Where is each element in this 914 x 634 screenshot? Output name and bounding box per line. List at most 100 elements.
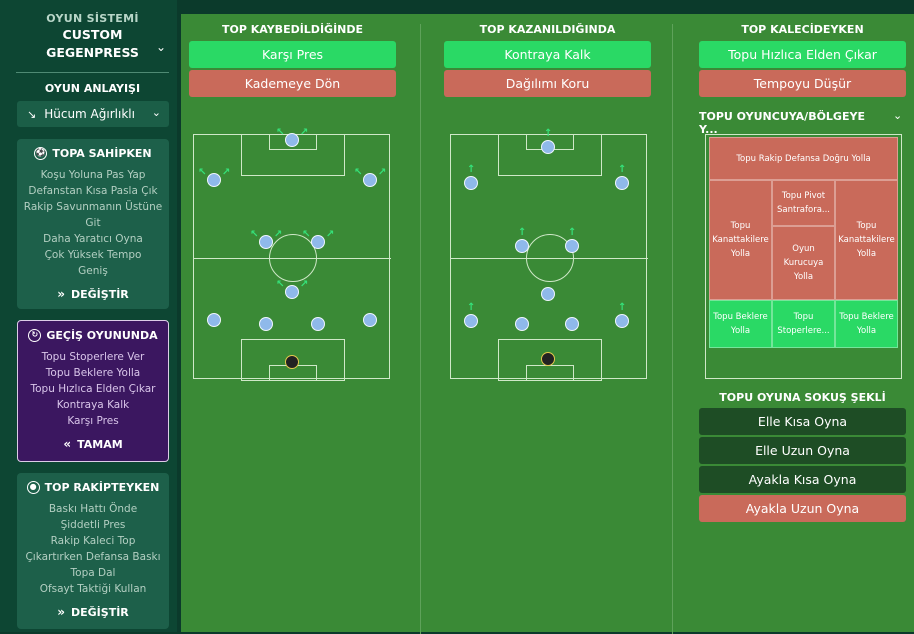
tactic-item: Daha Yaratıcı Oyna — [43, 233, 143, 245]
movement-arrow-icon: ↗ — [274, 229, 283, 240]
ball-icon: ⚽ — [34, 146, 48, 160]
player-marker — [285, 285, 299, 299]
transition-icon: ↻ — [28, 328, 42, 342]
movement-arrow-icon: ↖ — [276, 279, 285, 290]
six-yard-box-bottom — [525, 365, 574, 381]
movement-arrow-icon: ↗ — [326, 229, 335, 240]
movement-arrow-icon: ↑ — [467, 164, 476, 175]
zone-left-wing[interactable]: Topu Kanattakilere Yolla — [709, 180, 772, 300]
keeper-title: TOP KALECİDEYKEN — [741, 23, 864, 36]
regroup-button[interactable]: Kademeye Dön — [189, 70, 396, 97]
transition-main: TOP KAYBEDİLDİĞİNDE Karşı Pres Kademeye … — [181, 14, 914, 634]
mentality-select[interactable]: ↘ Hücum Ağırlıklı ⌄ — [17, 101, 169, 127]
zone-left-back[interactable]: Topu Beklere Yolla — [709, 300, 772, 348]
chevron-down-icon[interactable]: ⌄ — [155, 40, 166, 54]
movement-arrow-icon: ↑ — [544, 128, 553, 139]
zone-playmaker[interactable]: Oyun Kurucuya Yolla — [772, 226, 835, 300]
tactic-item: Geniş — [78, 265, 108, 277]
movement-arrow-icon: ↖ — [276, 127, 285, 138]
kick-short-button[interactable]: Ayakla Kısa Oyna — [699, 466, 906, 493]
goalkeeper-marker — [541, 352, 555, 366]
in-transition-list: Topu Stoperlere Ver Topu Beklere Yolla Top… — [18, 349, 168, 429]
movement-arrow-icon: ↑ — [518, 227, 527, 238]
system-name-line-1: CUSTOM — [62, 27, 123, 42]
movement-arrow-icon: ↗ — [378, 167, 387, 178]
player-marker — [363, 313, 377, 327]
change-button[interactable]: » DEĞİŞTİR — [17, 287, 169, 301]
center-circle — [525, 233, 574, 282]
player-marker — [565, 317, 579, 331]
counter-press-button[interactable]: Karşı Pres — [189, 41, 396, 68]
panel-title: ↻ GEÇİŞ OYUNUNDA — [18, 321, 168, 349]
double-chevron-left-icon: « — [63, 437, 72, 451]
tactic-item: Çok Yüksek Tempo — [44, 249, 142, 261]
counter-attack-button[interactable]: Kontraya Kalk — [444, 41, 651, 68]
mentality-label: OYUN ANLAYIŞI — [44, 82, 141, 95]
column-divider — [672, 24, 673, 634]
throw-short-button[interactable]: Elle Kısa Oyna — [699, 408, 906, 435]
restart-title: TOPU OYUNA SOKUŞ ŞEKLİ — [719, 391, 886, 404]
chevron-down-icon: ⌄ — [151, 106, 161, 119]
slow-pace-button[interactable]: Tempoyu Düşür — [699, 70, 906, 97]
opponent-icon: ● — [26, 480, 40, 494]
hold-shape-button[interactable]: Dağılımı Koru — [444, 70, 651, 97]
pitch-lost: ↖ ↗ ↖ ↗ ↖ ↗ ↖ ↗ ↖ ↗ ↖ ↗ — [193, 128, 391, 381]
player-marker — [311, 317, 325, 331]
in-possession-panel[interactable]: ⚽ TOPA SAHİPKEN Koşu Yoluna Pas Yap Defan… — [17, 139, 169, 309]
movement-arrow-icon: ↗ — [222, 167, 231, 178]
panel-title: ● TOP RAKİPTEYKEN — [17, 473, 169, 501]
change-button[interactable]: » DEĞİŞTİR — [17, 605, 169, 619]
out-possession-panel[interactable]: ● TOP RAKİPTEYKEN Baskı Hattı Önde Şiddet… — [17, 473, 169, 629]
player-marker — [615, 314, 629, 328]
tactic-item: Git — [85, 217, 101, 229]
movement-arrow-icon: ↑ — [618, 164, 627, 175]
mentality-value: Hücum Ağırlıklı — [44, 107, 135, 121]
ok-button-label: TAMAM — [77, 438, 123, 451]
player-marker — [565, 239, 579, 253]
kick-long-button[interactable]: Ayakla Uzun Oyna — [699, 495, 906, 522]
attack-arrow-icon: ↘ — [27, 107, 37, 121]
tactic-item: Defanstan Kısa Pasla Çık — [28, 185, 158, 197]
in-transition-panel[interactable]: ↻ GEÇİŞ OYUNUNDA Topu Stoperlere Ver Topu… — [17, 320, 169, 462]
player-marker — [464, 314, 478, 328]
change-button-label: DEĞİŞTİR — [71, 606, 129, 619]
tactic-item: Çıkartırken Defansa Baskı — [25, 551, 161, 563]
divider — [16, 72, 169, 73]
movement-arrow-icon: ↖ — [302, 229, 311, 240]
system-label: OYUN SİSTEMİ — [46, 12, 139, 25]
tactic-item: Rakip Kaleci Top — [50, 535, 136, 547]
zone-centre-backs[interactable]: Topu Stoperlere... — [772, 300, 835, 348]
out-possession-title: TOP RAKİPTEYKEN — [44, 480, 160, 494]
zone-top[interactable]: Topu Rakip Defansa Doğru Yolla — [709, 137, 898, 180]
zone-right-back[interactable]: Topu Beklere Yolla — [835, 300, 898, 348]
ok-button[interactable]: « TAMAM — [18, 437, 168, 451]
zone-pivot[interactable]: Topu Pivot Santrafora... — [772, 180, 835, 226]
tactics-sidebar: OYUN SİSTEMİ CUSTOM GEGENPRESS ⌄ OYUN AN… — [0, 0, 177, 632]
tactic-item: Topa Dal — [70, 567, 116, 579]
chevron-down-icon[interactable]: ⌄ — [893, 109, 903, 122]
distribute-quickly-button[interactable]: Topu Hızlıca Elden Çıkar — [699, 41, 906, 68]
player-marker — [285, 133, 299, 147]
tactic-item: Kontraya Kalk — [56, 399, 130, 411]
in-transition-title: GEÇİŞ OYUNUNDA — [46, 328, 158, 342]
tactic-item: Ofsayt Taktiği Kullan — [39, 583, 147, 595]
movement-arrow-icon: ↗ — [300, 279, 309, 290]
tactic-item: Rakip Savunmanın Üstüne — [23, 201, 163, 213]
player-marker — [464, 176, 478, 190]
tactic-item: Topu Stoperlere Ver — [41, 351, 145, 363]
zone-right-wing[interactable]: Topu Kanattakilere Yolla — [835, 180, 898, 300]
movement-arrow-icon: ↗ — [300, 127, 309, 138]
movement-arrow-icon: ↑ — [568, 227, 577, 238]
pitch-won: ↑ ↑ ↑ ↑ ↑ ↑ ↑ — [450, 129, 648, 381]
throw-long-button[interactable]: Elle Uzun Oyna — [699, 437, 906, 464]
double-chevron-right-icon: » — [57, 605, 65, 619]
double-chevron-right-icon: » — [57, 287, 65, 301]
player-marker — [259, 235, 273, 249]
goalkeeper-marker — [285, 355, 299, 369]
panel-title: ⚽ TOPA SAHİPKEN — [17, 139, 169, 167]
player-marker — [363, 173, 377, 187]
system-header[interactable]: OYUN SİSTEMİ CUSTOM GEGENPRESS ⌄ — [16, 12, 169, 61]
tactic-item: Karşı Pres — [67, 415, 119, 427]
movement-arrow-icon: ↖ — [198, 167, 207, 178]
center-circle — [268, 233, 317, 282]
